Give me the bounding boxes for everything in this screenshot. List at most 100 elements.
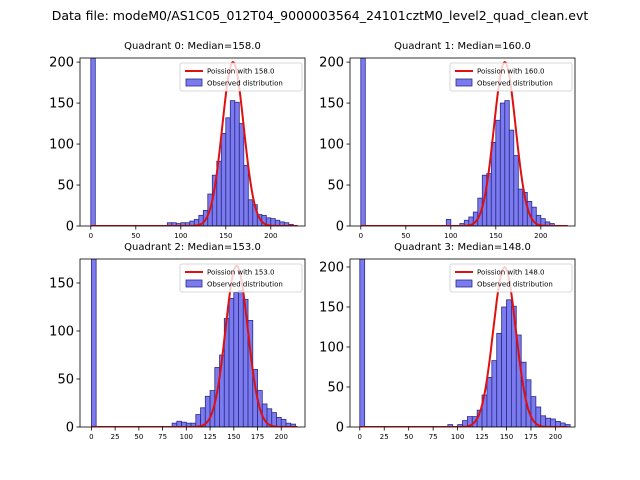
x-tick-label: 125 [203,433,216,441]
axes-frame [349,57,576,227]
axes-frame [79,258,306,428]
histogram-bar [238,290,244,427]
x-tick-label: 175 [524,433,537,441]
legend-label-fit: Poission with 158.0 [207,68,275,76]
histogram-bar [490,142,497,226]
panel-title: Quadrant 1: Median=160.0 [394,41,531,52]
legend-bar-swatch [185,78,203,87]
x-tick-label: 0 [358,433,362,441]
y-tick-label: 100 [49,138,74,153]
x-tick-label: 50 [134,433,143,441]
histogram-bar [506,299,512,427]
quadrant-2-panel: Quadrant 2: Median=153.0 0 50 100 150 0 25 50 75… [49,242,306,441]
x-tick-label: 200 [275,433,288,441]
histogram-bar [545,417,551,427]
x-tick-label: 100 [174,232,187,240]
histogram-bar [238,123,245,226]
histogram-bar [513,155,519,226]
histogram-bar [271,412,277,427]
y-tick-label: 100 [319,341,344,356]
x-tick-label: 200 [264,232,277,240]
histogram-bar [90,259,97,427]
histogram-bar [495,119,501,226]
panel-title: Quadrant 0: Median=158.0 [124,41,261,52]
histogram-bar [445,219,452,226]
histogram-bar [499,102,506,226]
legend-bar-swatch [185,279,203,288]
quadrant-1-panel: Quadrant 1: Median=160.0 0 50 100 150 200 0 50 1… [319,41,576,240]
y-tick-label: 150 [319,301,344,316]
x-tick-label: 25 [111,433,120,441]
y-tick-label: 0 [66,421,74,436]
y-tick-label: 0 [336,421,344,436]
x-tick-label: 100 [444,232,457,240]
histogram-bar [486,376,493,427]
histogram-bar [233,292,239,427]
legend-label-fit: Poission with 153.0 [207,269,275,277]
histogram-bars [90,259,296,427]
x-tick-label: 150 [219,232,232,240]
figure-title: Data file: modeM0/AS1C05_012T04_90000035… [51,8,589,23]
histogram-bar [276,416,282,427]
x-tick-label: 0 [359,232,363,240]
x-tick-label: 125 [475,433,488,441]
histogram-bar [564,424,571,427]
x-tick-label: 175 [251,433,264,441]
histogram-bar [280,418,287,427]
histogram-bar [496,332,503,427]
y-tick-label: 0 [66,220,74,235]
legend: Poission with 160.0 Observed distribution [449,62,573,92]
legend: Poission with 158.0 Observed distribution [179,62,303,92]
legend-label-observed: Observed distribution [207,80,283,88]
histogram-bar [220,132,227,226]
x-tick-label: 50 [401,232,410,240]
legend-label-observed: Observed distribution [477,80,553,88]
y-tick-label: 50 [327,381,344,396]
legend: Poission with 148.0 Observed distribution [449,263,573,293]
histogram-bar [195,414,201,427]
x-tick-label: 200 [534,232,547,240]
y-tick-label: 100 [319,138,344,153]
histogram-bar [517,188,524,226]
x-tick-label: 25 [380,433,389,441]
y-tick-label: 200 [319,261,344,276]
histogram-bar [90,58,96,226]
x-tick-label: 0 [89,232,93,240]
y-tick-label: 100 [49,325,74,340]
histogram-bar [501,306,507,427]
histogram-bar [504,100,510,226]
histogram-bar [508,129,515,226]
legend-bar-swatch [455,279,473,288]
x-tick-label: 0 [89,433,93,441]
x-tick-label: 50 [131,232,140,240]
histogram-bar [243,164,249,226]
legend-box [179,263,303,293]
quadrant-3-panel: Quadrant 3: Median=148.0 0 50 100 150 200 0 25 5… [319,242,576,441]
y-tick-label: 50 [57,373,74,388]
legend-label-observed: Observed distribution [477,281,553,289]
histogram-bar [247,199,254,226]
axes-frame [349,258,576,428]
legend-label-observed: Observed distribution [207,281,283,289]
y-tick-label: 0 [336,220,344,235]
legend-box [179,62,303,92]
panel-title: Quadrant 3: Median=148.0 [394,242,531,253]
legend-bar-swatch [455,78,473,87]
histogram-bar [359,259,366,427]
histogram-bar [228,297,235,427]
x-tick-label: 50 [404,433,413,441]
axes-frame [79,57,306,227]
legend-box [449,263,573,293]
y-tick-label: 150 [319,97,344,112]
histogram-bar [491,360,498,427]
legend-label-fit: Poission with 148.0 [477,269,545,277]
x-tick-label: 200 [549,433,562,441]
x-tick-label: 100 [451,433,464,441]
x-tick-label: 150 [489,232,502,240]
y-tick-label: 200 [49,56,74,71]
x-tick-label: 150 [500,433,513,441]
x-tick-label: 75 [158,433,167,441]
x-tick-label: 100 [180,433,193,441]
x-tick-label: 75 [429,433,438,441]
